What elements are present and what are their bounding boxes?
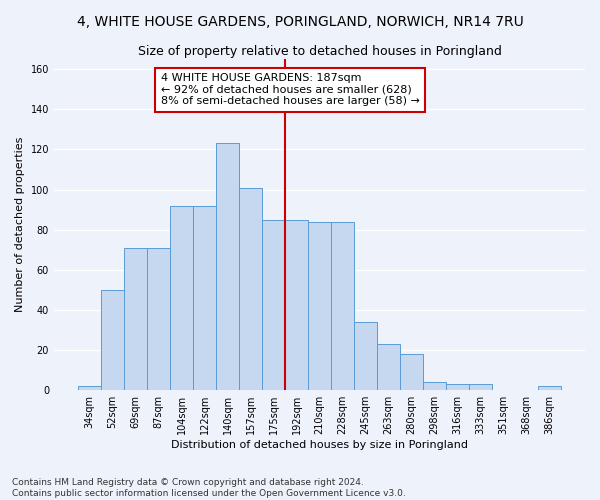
Bar	[446, 384, 469, 390]
Bar	[308, 222, 331, 390]
Bar	[147, 248, 170, 390]
Bar	[331, 222, 354, 390]
Bar	[170, 206, 193, 390]
Y-axis label: Number of detached properties: Number of detached properties	[15, 137, 25, 312]
Bar	[354, 322, 377, 390]
Text: Contains HM Land Registry data © Crown copyright and database right 2024.
Contai: Contains HM Land Registry data © Crown c…	[12, 478, 406, 498]
Bar	[193, 206, 216, 390]
X-axis label: Distribution of detached houses by size in Poringland: Distribution of detached houses by size …	[171, 440, 468, 450]
Bar	[78, 386, 101, 390]
Title: Size of property relative to detached houses in Poringland: Size of property relative to detached ho…	[137, 45, 502, 58]
Bar	[538, 386, 561, 390]
Bar	[101, 290, 124, 390]
Bar	[124, 248, 147, 390]
Bar	[469, 384, 492, 390]
Bar	[285, 220, 308, 390]
Bar	[377, 344, 400, 390]
Text: 4, WHITE HOUSE GARDENS, PORINGLAND, NORWICH, NR14 7RU: 4, WHITE HOUSE GARDENS, PORINGLAND, NORW…	[77, 15, 523, 29]
Bar	[423, 382, 446, 390]
Bar	[262, 220, 285, 390]
Text: 4 WHITE HOUSE GARDENS: 187sqm
← 92% of detached houses are smaller (628)
8% of s: 4 WHITE HOUSE GARDENS: 187sqm ← 92% of d…	[161, 73, 419, 106]
Bar	[239, 188, 262, 390]
Bar	[216, 144, 239, 390]
Bar	[400, 354, 423, 390]
